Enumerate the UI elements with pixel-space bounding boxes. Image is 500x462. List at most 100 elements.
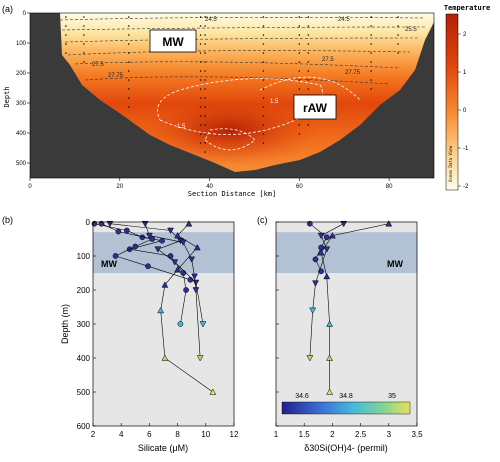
x-tick-label-a: 20 — [116, 184, 123, 190]
salinity-tick-label: 34.8 — [339, 393, 353, 400]
sample-dot — [199, 43, 202, 45]
sample-dot — [204, 142, 206, 144]
data-point-circle — [306, 220, 313, 227]
data-point-triangle-up — [385, 220, 393, 227]
sample-dot — [199, 79, 202, 81]
sample-dot — [204, 115, 206, 117]
sample-dot — [199, 142, 202, 144]
sample-dot — [262, 106, 265, 108]
contour-label: 27.75 — [345, 70, 361, 76]
data-point-circle — [112, 253, 119, 259]
x-tick-label: 1 — [274, 430, 279, 439]
mw-band-label-c: MW — [387, 259, 403, 269]
temperature-section-plot: 24.5 24.5 25.5 27.5 27.5 27.75 27.75 1.5… — [3, 4, 490, 198]
data-point-triangle-down — [192, 287, 200, 294]
data-point-triangle-up — [209, 388, 217, 395]
sample-dot — [199, 88, 202, 90]
sample-dot — [397, 52, 399, 54]
data-point-triangle-up — [326, 320, 334, 327]
x-tick-label: 8 — [175, 430, 180, 439]
sample-dot — [204, 61, 206, 63]
y-tick-label-a: 200 — [16, 71, 27, 77]
sample-dot — [370, 34, 372, 36]
sample-dot — [370, 70, 372, 72]
x-tick-label: 2 — [330, 430, 335, 439]
sample-dot — [65, 43, 67, 45]
x-tick-label: 10 — [201, 430, 210, 439]
sample-dot — [262, 34, 265, 36]
sample-dot — [199, 52, 202, 54]
data-point-triangle-up — [326, 354, 334, 361]
colorbar-tick-label: 2 — [463, 32, 467, 38]
colorbar-tick-label: 1 — [463, 70, 467, 76]
data-point-triangle-down — [309, 307, 317, 314]
colorbar-tick-label: 0 — [463, 108, 467, 114]
panel-label-a: (a) — [2, 4, 13, 14]
raw-annotation: rAW — [303, 101, 328, 115]
colorbar-tick-label: -1 — [463, 146, 469, 152]
data-point-triangle-down — [323, 246, 331, 253]
sample-dot — [199, 70, 202, 72]
sample-dot — [307, 43, 310, 45]
sample-dot — [262, 88, 265, 90]
data-point-triangle-up — [326, 388, 334, 395]
sample-dot — [307, 61, 310, 63]
sample-dot — [262, 25, 265, 27]
sample-dot — [65, 16, 67, 18]
data-point-triangle-down — [141, 220, 149, 228]
sample-dot — [298, 133, 301, 135]
sample-dot — [204, 25, 206, 27]
sample-dot — [204, 106, 206, 108]
sample-dot — [370, 25, 372, 27]
sample-dot — [298, 25, 301, 27]
y-tick-label-a: 100 — [16, 41, 27, 47]
x-tick-label: 2.5 — [355, 430, 367, 439]
sample-dot — [397, 34, 399, 36]
x-tick-label: 12 — [230, 430, 239, 439]
sample-dot — [204, 34, 206, 36]
data-point-triangle-down — [199, 321, 207, 328]
x-axis-label-b: Silicate (μM) — [138, 443, 188, 453]
sample-dot — [397, 25, 399, 27]
sample-dot — [397, 16, 399, 18]
salinity-tick-label: 35 — [388, 393, 396, 400]
sample-dot — [204, 16, 206, 18]
mw-annotation: MW — [162, 35, 184, 49]
data-point-circle — [183, 287, 189, 293]
sample-dot — [127, 79, 130, 81]
sample-dot — [83, 43, 85, 45]
y-tick-label-a: 500 — [16, 161, 27, 167]
data-point-triangle-up — [157, 306, 165, 314]
sample-dot — [262, 97, 265, 99]
panel-label-c: (c) — [257, 215, 268, 225]
sample-dot — [65, 25, 67, 27]
sample-dot — [204, 151, 206, 153]
sample-dot — [262, 52, 265, 54]
x-tick-label: 6 — [147, 430, 152, 439]
sample-dot — [127, 52, 130, 54]
sample-dot — [204, 70, 206, 72]
data-point-triangle-down — [306, 355, 314, 362]
contour-label: 27.5 — [322, 57, 334, 63]
sample-dot — [204, 97, 206, 99]
sample-dot — [127, 61, 130, 63]
sample-dot — [370, 16, 372, 18]
sample-dot — [83, 34, 85, 36]
salinity-colorbar — [281, 401, 411, 415]
x-tick-label: 3 — [387, 430, 392, 439]
sample-dot — [307, 88, 310, 90]
data-point-triangle-down — [196, 355, 204, 362]
y-tick-label-a: 300 — [16, 101, 27, 107]
colorbar — [445, 13, 459, 191]
data-point-triangle-down — [192, 279, 200, 287]
contour-label-group: 24.5 24.5 25.5 27.5 27.5 27.75 27.75 1.5… — [92, 17, 417, 130]
sample-dot — [199, 16, 202, 18]
sample-dot — [83, 25, 85, 27]
axes-a: 0 20 40 60 80 0 100 200 300 400 500 — [16, 11, 393, 190]
data-point-circle — [323, 234, 330, 241]
sample-dot — [262, 142, 265, 144]
sample-dot — [262, 79, 265, 81]
sample-dot — [298, 88, 301, 90]
sample-dot — [370, 43, 372, 45]
sample-dot — [298, 43, 301, 45]
